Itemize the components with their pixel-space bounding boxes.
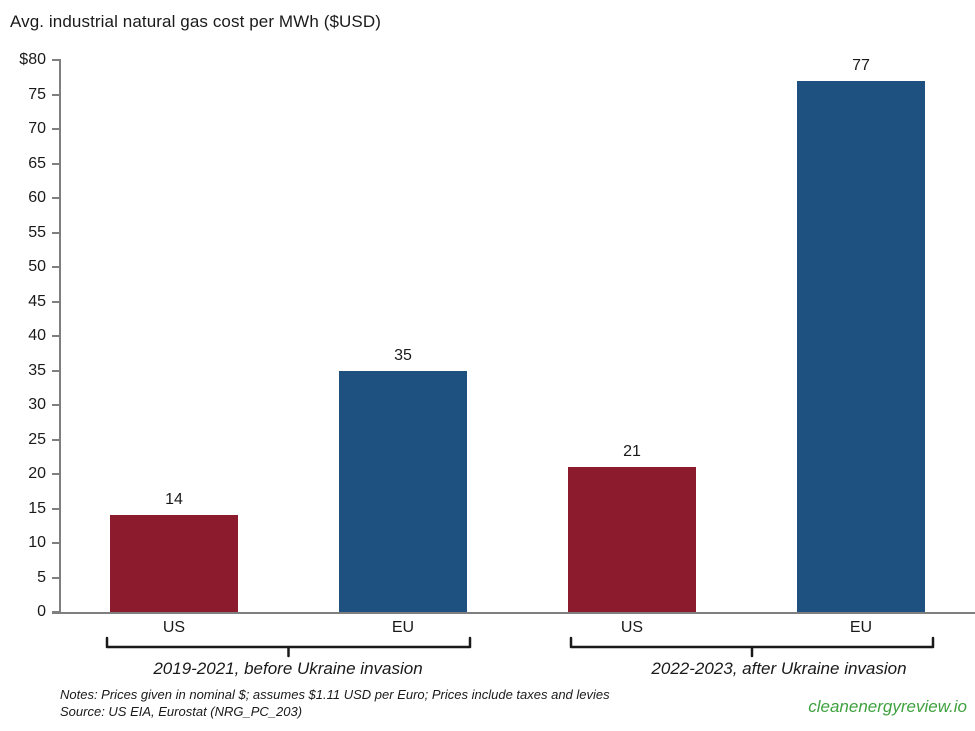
y-tick-label: 55 bbox=[28, 223, 46, 241]
y-tick-label: 0 bbox=[37, 603, 46, 620]
y-tick-label: 20 bbox=[28, 465, 46, 482]
source-text: Source: US EIA, Eurostat (NRG_PC_203) bbox=[60, 704, 303, 719]
y-tick-mark bbox=[52, 266, 60, 268]
y-tick-label: 15 bbox=[28, 499, 46, 517]
group-bracket bbox=[569, 636, 935, 658]
bar-category-label: US bbox=[620, 619, 644, 636]
y-tick-label: 50 bbox=[28, 258, 46, 275]
y-tick-mark bbox=[52, 231, 60, 234]
y-tick-label: 35 bbox=[28, 361, 46, 379]
bar-us-group2 bbox=[568, 467, 696, 612]
bar-value-label: 14 bbox=[165, 491, 183, 509]
y-tick-mark bbox=[52, 93, 60, 96]
bar-value-label: 77 bbox=[852, 56, 870, 74]
y-tick-mark bbox=[52, 438, 60, 441]
y-tick-mark bbox=[52, 611, 60, 613]
y-tick-mark bbox=[52, 473, 60, 475]
y-tick-mark bbox=[52, 59, 60, 61]
y-tick-mark bbox=[52, 369, 60, 372]
bar-category-label: EU bbox=[391, 619, 415, 636]
y-tick-label: 25 bbox=[28, 430, 46, 448]
group-bracket bbox=[105, 636, 472, 658]
y-tick-label: 65 bbox=[28, 154, 46, 172]
y-tick-label: 45 bbox=[28, 292, 46, 310]
x-axis-line bbox=[52, 612, 975, 614]
bar-category-label: US bbox=[162, 619, 186, 636]
y-tick-label: 70 bbox=[28, 120, 46, 137]
watermark-text: cleanenergyreview.io bbox=[808, 697, 967, 716]
y-tick-mark bbox=[52, 404, 60, 406]
y-tick-label: 5 bbox=[37, 568, 46, 586]
bar-us-group1 bbox=[110, 515, 238, 612]
bar-category-label: EU bbox=[849, 619, 873, 636]
y-tick-label: 60 bbox=[28, 189, 46, 206]
y-tick-mark bbox=[52, 162, 60, 165]
chart-title: Avg. industrial natural gas cost per MWh… bbox=[10, 12, 381, 31]
y-tick-mark bbox=[52, 576, 60, 579]
y-tick-mark bbox=[52, 128, 60, 130]
y-tick-mark bbox=[52, 507, 60, 510]
bar-eu-group2 bbox=[797, 80, 925, 612]
bar-value-label: 35 bbox=[394, 346, 412, 364]
y-tick-label: 75 bbox=[28, 85, 46, 103]
group-label: 2019-2021, before Ukraine invasion bbox=[153, 659, 423, 678]
notes-text: Notes: Prices given in nominal $; assume… bbox=[60, 687, 610, 702]
bar-eu-group1 bbox=[339, 370, 467, 612]
y-axis-line bbox=[59, 59, 61, 614]
y-tick-label: $80 bbox=[19, 51, 46, 68]
y-tick-label: 10 bbox=[28, 534, 46, 551]
y-tick-label: 40 bbox=[28, 327, 46, 344]
y-tick-mark bbox=[52, 300, 60, 303]
y-tick-mark bbox=[52, 335, 60, 337]
bar-value-label: 21 bbox=[623, 443, 641, 461]
y-tick-label: 30 bbox=[28, 396, 46, 413]
y-tick-mark bbox=[52, 542, 60, 544]
group-label: 2022-2023, after Ukraine invasion bbox=[651, 659, 907, 678]
y-tick-mark bbox=[52, 197, 60, 199]
